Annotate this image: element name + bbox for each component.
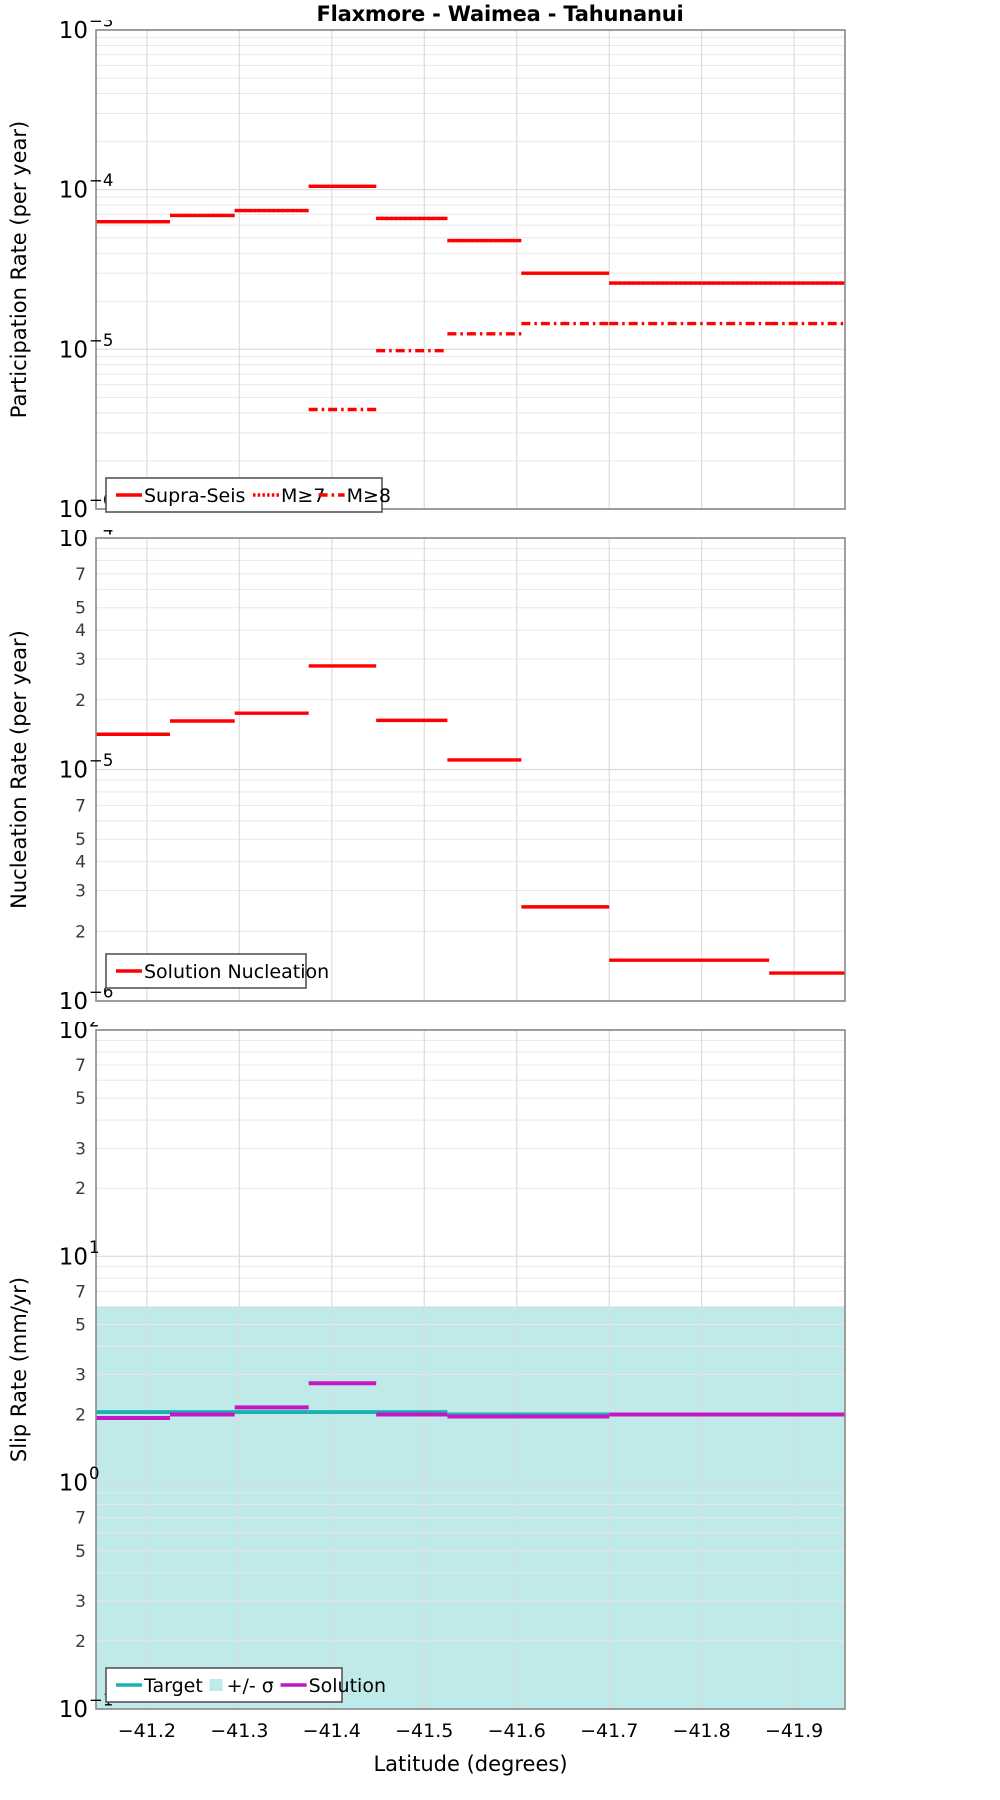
ytick-minor-label: 3 — [75, 882, 86, 902]
ytick-exponent: 1 — [89, 1238, 100, 1257]
grid-vertical — [146, 30, 795, 509]
ytick-minor-label: 3 — [75, 1592, 86, 1612]
ytick-minor-label: 4 — [75, 853, 86, 873]
legend: Solution Nucleation — [105, 953, 329, 989]
ytick-minor-label: 7 — [75, 1056, 86, 1076]
ytick-base: 10 — [59, 1471, 88, 1497]
plot-background — [96, 30, 845, 509]
ytick-minor-label: 2 — [75, 1406, 86, 1426]
ytick-base: 10 — [59, 758, 88, 784]
legend-label: Solution Nucleation — [144, 961, 329, 983]
series-m-8 — [308, 321, 845, 412]
ytick-base: 10 — [59, 1697, 88, 1723]
ytick-label: 10−4 — [59, 530, 114, 552]
legend-box — [105, 477, 383, 513]
y-axis-title: Slip Rate (mm/yr) — [7, 1277, 31, 1462]
ytick-base: 10 — [59, 989, 88, 1015]
legend-label: Solution — [309, 1675, 386, 1697]
ytick-base: 10 — [59, 1244, 88, 1270]
ytick-minor-label: 5 — [75, 1542, 86, 1562]
xtick-label: −41.8 — [673, 1720, 731, 1742]
ytick-base: 10 — [59, 497, 88, 523]
nucleation-rate-panel: 10−610−510−42233445577Nucleation Rate (p… — [7, 530, 846, 1015]
series-m-7 — [96, 184, 845, 285]
ytick-label: 10 −5 — [59, 331, 114, 364]
axis-frame — [95, 1029, 846, 1710]
y-axis-title: Participation Rate (per year) — [7, 121, 31, 418]
ytick-base: 10 — [59, 337, 88, 363]
ytick-exponent: −4 — [89, 171, 113, 190]
axis-frame — [95, 29, 846, 510]
y-axis-title: Nucleation Rate (per year) — [7, 630, 31, 909]
ytick-minor-label: 5 — [75, 830, 86, 850]
xtick-label: −41.6 — [488, 1720, 546, 1742]
legend: Target +/- σ Solution — [105, 1667, 386, 1703]
xtick-label: −41.3 — [210, 1720, 268, 1742]
grid-minor-horizontal — [96, 36, 845, 462]
ytick-exponent: −4 — [89, 530, 113, 539]
ytick-minor-label: 5 — [75, 1315, 86, 1335]
ytick-label: 10 0 — [59, 1464, 100, 1497]
ytick-exponent: −5 — [89, 331, 113, 350]
ytick-base: 10 — [59, 178, 88, 204]
xtick-label: −41.2 — [118, 1720, 176, 1742]
ytick-exponent: −3 — [89, 20, 113, 31]
sigma-band — [96, 1306, 845, 1709]
legend-label: Supra-Seis — [144, 485, 245, 507]
legend: Supra-Seis M≥7 M≥8 — [105, 477, 391, 513]
legend-label: M≥7 — [281, 485, 325, 507]
xtick-label: −41.7 — [580, 1720, 638, 1742]
ytick-exponent: 2 — [89, 1022, 100, 1031]
legend-swatch — [209, 1679, 223, 1691]
ytick-base: 10 — [59, 20, 88, 44]
legend-label: M≥8 — [347, 485, 391, 507]
legend-label: +/- σ — [227, 1675, 274, 1697]
series-solution-nucleation — [96, 664, 845, 975]
ytick-minor-label: 2 — [75, 922, 86, 942]
ytick-minor-label: 7 — [75, 565, 86, 585]
ytick-minor-label: 7 — [75, 1282, 86, 1302]
grid-vertical — [146, 538, 795, 1001]
grid-minor-horizontal — [96, 1039, 845, 1642]
ytick-label: 10 −5 — [59, 751, 114, 784]
series-solution — [96, 1381, 845, 1421]
ytick-minor-label: 5 — [75, 1089, 86, 1109]
ytick-minor-label: 3 — [75, 1139, 86, 1159]
grid-vertical — [146, 1030, 795, 1709]
page-title: Flaxmore - Waimea - Tahunanui — [316, 2, 684, 26]
x-axis-title: Latitude (degrees) — [373, 1752, 567, 1776]
ytick-label: 102 — [59, 1022, 100, 1044]
ytick-minor-label: 2 — [75, 1632, 86, 1652]
ytick-minor-label: 2 — [75, 1179, 86, 1199]
ytick-minor-label: 2 — [75, 691, 86, 711]
ytick-label: 10−4 — [59, 171, 114, 204]
ytick-exponent: −5 — [89, 751, 113, 770]
xtick-label: −41.9 — [765, 1720, 823, 1742]
ytick-exponent: 0 — [89, 1464, 100, 1483]
xtick-label: −41.4 — [303, 1720, 361, 1742]
axis-frame — [95, 537, 846, 1002]
ytick-minor-label: 7 — [75, 1509, 86, 1529]
slip-rate-panel: 10−1100101102222333555777Slip Rate (mm/y… — [7, 1022, 846, 1776]
ytick-minor-label: 3 — [75, 650, 86, 670]
ytick-minor-label: 7 — [75, 796, 86, 816]
ytick-minor-label: 5 — [75, 599, 86, 619]
ytick-label: 10 −6 — [59, 491, 114, 524]
ytick-minor-label: 3 — [75, 1366, 86, 1386]
ytick-base: 10 — [59, 530, 88, 552]
ytick-minor-label: 4 — [75, 621, 86, 641]
ytick-base: 10 — [59, 1022, 88, 1044]
xtick-label: −41.5 — [395, 1720, 453, 1742]
grid-minor-horizontal — [96, 548, 845, 932]
legend-label: Target — [143, 1675, 203, 1697]
ytick-label: 10 1 — [59, 1238, 100, 1271]
ytick-label: 10 −3 — [59, 20, 114, 44]
